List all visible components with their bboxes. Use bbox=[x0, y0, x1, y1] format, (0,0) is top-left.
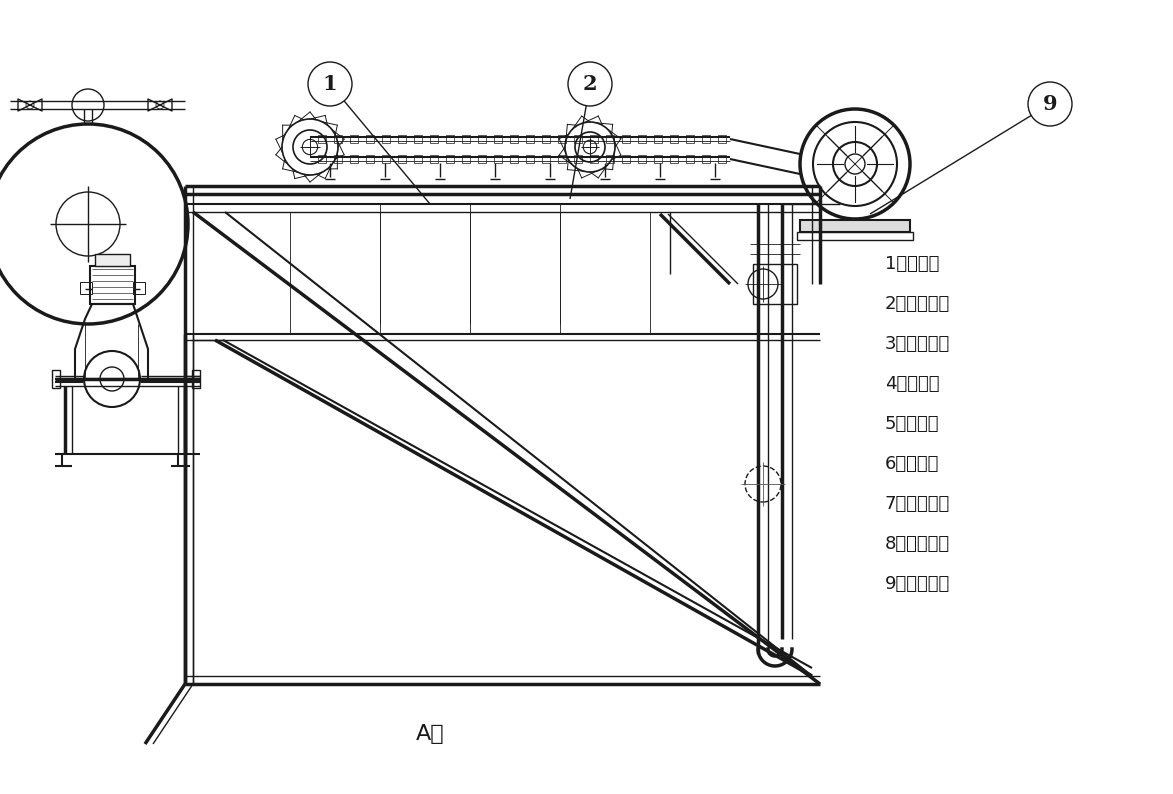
Bar bbox=[462, 135, 470, 143]
Bar bbox=[414, 155, 422, 163]
Bar bbox=[95, 254, 130, 266]
Text: 1: 1 bbox=[323, 74, 338, 94]
Bar bbox=[350, 135, 358, 143]
Bar bbox=[318, 155, 326, 163]
Bar bbox=[334, 135, 343, 143]
Text: 2: 2 bbox=[583, 74, 597, 94]
Bar bbox=[494, 135, 502, 143]
Bar bbox=[192, 370, 201, 388]
Bar bbox=[398, 135, 406, 143]
Bar bbox=[542, 135, 550, 143]
Text: 3、检修爬梯: 3、检修爬梯 bbox=[884, 335, 950, 353]
Bar bbox=[558, 135, 567, 143]
Bar bbox=[366, 155, 374, 163]
Bar bbox=[655, 135, 662, 143]
Bar bbox=[430, 135, 438, 143]
Bar bbox=[718, 135, 726, 143]
Text: 6、溶气泵: 6、溶气泵 bbox=[884, 455, 940, 473]
Text: 2、刷渣链条: 2、刷渣链条 bbox=[884, 295, 950, 313]
Bar bbox=[382, 155, 389, 163]
Bar bbox=[318, 135, 326, 143]
Text: 8、链条支座: 8、链条支座 bbox=[884, 535, 950, 553]
Text: 7、控制系统: 7、控制系统 bbox=[884, 495, 950, 513]
Bar bbox=[90, 266, 135, 304]
Bar bbox=[462, 155, 470, 163]
Text: 1、刷渣板: 1、刷渣板 bbox=[884, 255, 940, 273]
Bar bbox=[366, 135, 374, 143]
Bar bbox=[350, 155, 358, 163]
Bar bbox=[638, 155, 646, 163]
Bar bbox=[558, 155, 567, 163]
Bar bbox=[574, 155, 582, 163]
Bar bbox=[622, 135, 630, 143]
Text: 9: 9 bbox=[1043, 94, 1057, 114]
Text: 9、驱动电机: 9、驱动电机 bbox=[884, 575, 950, 593]
Bar bbox=[510, 135, 518, 143]
Bar bbox=[542, 155, 550, 163]
Bar bbox=[133, 282, 145, 294]
Text: A向: A向 bbox=[415, 724, 445, 744]
Bar bbox=[479, 135, 486, 143]
Bar bbox=[590, 135, 598, 143]
Bar bbox=[686, 155, 694, 163]
Bar bbox=[494, 155, 502, 163]
Bar bbox=[800, 220, 910, 232]
Bar bbox=[590, 155, 598, 163]
Bar bbox=[574, 135, 582, 143]
Bar bbox=[398, 155, 406, 163]
Text: 5、溶气罐: 5、溶气罐 bbox=[884, 415, 940, 433]
Bar bbox=[670, 135, 678, 143]
Bar bbox=[686, 135, 694, 143]
Bar bbox=[796, 232, 913, 240]
Bar bbox=[52, 370, 60, 388]
Bar bbox=[655, 155, 662, 163]
Bar bbox=[606, 155, 613, 163]
Bar bbox=[638, 135, 646, 143]
Bar bbox=[80, 282, 91, 294]
Bar bbox=[446, 155, 454, 163]
Bar bbox=[479, 155, 486, 163]
Bar bbox=[622, 155, 630, 163]
Bar bbox=[446, 135, 454, 143]
Bar bbox=[701, 135, 710, 143]
Text: 4、刷渣板: 4、刷渣板 bbox=[884, 375, 940, 393]
Bar bbox=[753, 264, 796, 304]
Bar bbox=[382, 135, 389, 143]
Bar bbox=[430, 155, 438, 163]
Bar bbox=[526, 135, 534, 143]
Bar bbox=[334, 155, 343, 163]
Bar bbox=[718, 155, 726, 163]
Bar bbox=[606, 135, 613, 143]
Bar bbox=[526, 155, 534, 163]
Bar bbox=[670, 155, 678, 163]
Bar bbox=[414, 135, 422, 143]
Bar bbox=[701, 155, 710, 163]
Bar bbox=[510, 155, 518, 163]
